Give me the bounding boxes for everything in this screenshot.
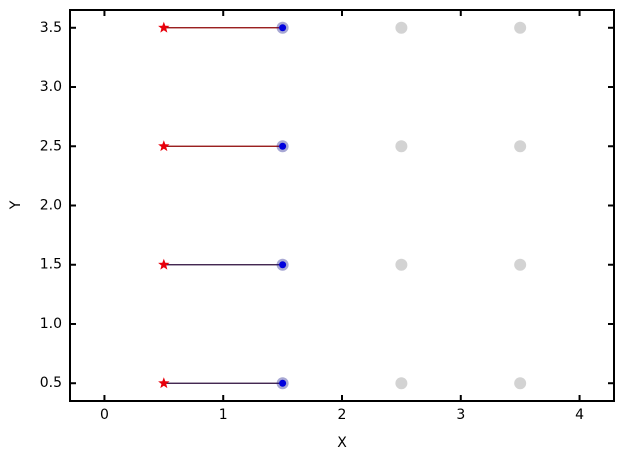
star-point [158,377,170,389]
point [514,21,527,34]
point [395,21,408,34]
point [279,142,287,150]
y-tick-label: 2.0 [40,198,62,214]
star-point [158,21,170,33]
point [395,377,408,390]
point [395,140,408,153]
point [279,24,287,32]
x-tick-label: 4 [575,407,584,423]
x-tick-label: 0 [100,407,109,423]
y-tick-label: 3.0 [40,79,62,95]
point [514,377,527,390]
y-axis-label: Y [8,200,24,210]
x-tick-label: 1 [219,407,228,423]
x-tick-label: 2 [338,407,347,423]
star-point [158,258,170,270]
x-axis-label: X [337,435,347,451]
point [279,261,287,269]
point [395,258,408,271]
star-point [158,140,170,152]
x-tick-label: 3 [456,407,465,423]
y-tick-label: 1.0 [40,316,62,332]
point [514,140,527,153]
y-tick-label: 2.5 [40,138,62,154]
point [514,258,527,271]
y-tick-label: 1.5 [40,257,62,273]
plot-frame [69,9,615,402]
y-tick-label: 0.5 [40,375,62,391]
point [279,379,287,387]
y-tick-label: 3.5 [40,20,62,36]
